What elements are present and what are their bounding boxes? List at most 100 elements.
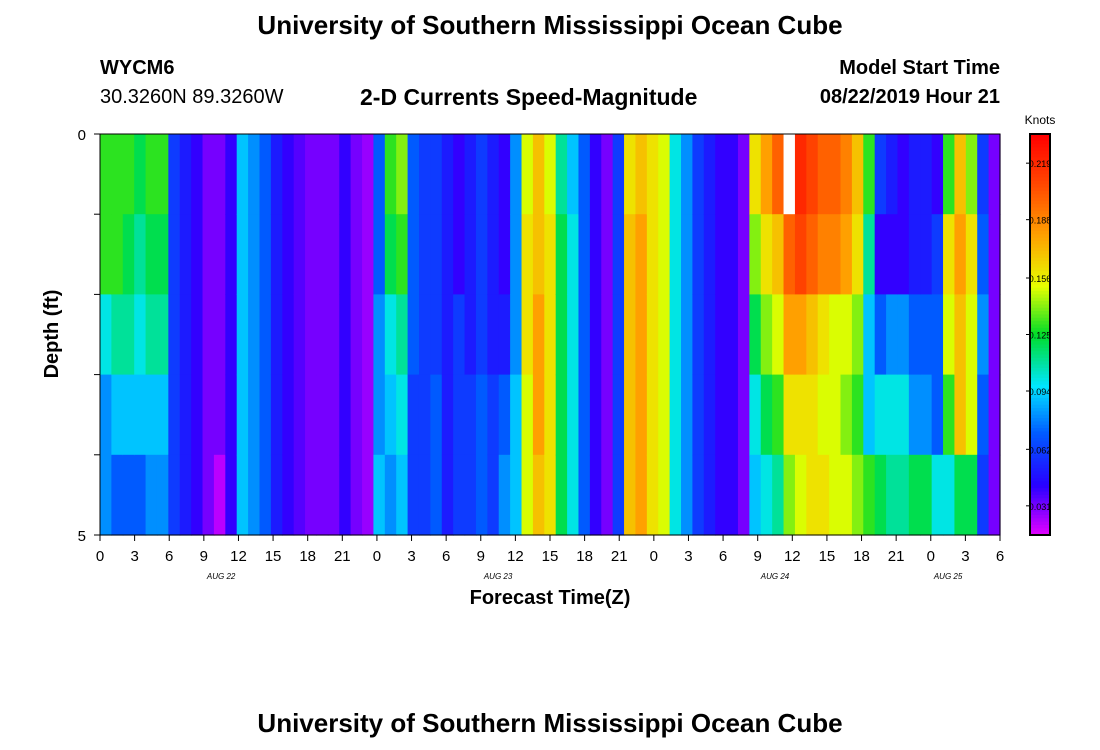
heatmap-cell: [521, 214, 534, 295]
heatmap-cell: [191, 294, 204, 376]
colorbar-segment: [1030, 254, 1050, 259]
colorbar-segment: [1030, 401, 1050, 406]
heatmap-cell: [977, 294, 990, 376]
heatmap-cell: [396, 134, 409, 215]
heatmap-cell: [544, 374, 557, 456]
heatmap-cell: [658, 374, 671, 456]
heatmap-cell: [225, 214, 238, 295]
y-axis-label: Depth (ft): [41, 290, 63, 379]
heatmap-cell: [168, 294, 181, 376]
heatmap-cell: [430, 454, 443, 536]
heatmap-cell: [464, 134, 477, 215]
heatmap-cell: [646, 454, 659, 536]
heatmap-cell: [965, 134, 978, 215]
colorbar-segment: [1030, 491, 1050, 496]
heatmap-cell: [156, 134, 169, 215]
colorbar-segment: [1030, 498, 1050, 503]
heatmap-cell: [555, 454, 568, 536]
heatmap-cell: [122, 214, 135, 295]
heatmap-cell: [840, 454, 853, 536]
colorbar-segment: [1030, 140, 1050, 145]
heatmap-cell: [100, 294, 112, 376]
colorbar-segment: [1030, 314, 1050, 319]
colorbar-segment: [1030, 167, 1050, 172]
heatmap-cell: [384, 214, 397, 295]
heatmap-cell: [794, 214, 807, 295]
heatmap-cell: [943, 374, 956, 456]
colorbar-segment: [1030, 180, 1050, 185]
heatmap-cell: [464, 214, 477, 295]
colorbar-segment: [1030, 297, 1050, 302]
heatmap-cell: [441, 374, 454, 456]
heatmap-cell: [612, 374, 625, 456]
colorbar-segment: [1030, 361, 1050, 366]
heatmap-cell: [931, 294, 944, 376]
heatmap-cell: [350, 374, 363, 456]
colorbar-segment: [1030, 244, 1050, 249]
model-start-label: Model Start Time: [839, 57, 1000, 79]
heatmap-cell: [829, 294, 842, 376]
heatmap-cell: [646, 294, 659, 376]
colorbar-segment: [1030, 214, 1050, 219]
heatmap-cell: [863, 374, 876, 456]
x-tick-label: 21: [888, 548, 905, 565]
colorbar-segment: [1030, 514, 1050, 519]
heatmap-cell: [851, 134, 864, 215]
colorbar-segment: [1030, 374, 1050, 379]
colorbar-segment: [1030, 134, 1050, 138]
heatmap-cell: [396, 214, 409, 295]
heatmap-cell: [373, 134, 386, 215]
heatmap-cell: [327, 214, 340, 295]
heatmap-cell: [874, 294, 887, 376]
heatmap-cell: [760, 374, 773, 456]
colorbar-segment: [1030, 441, 1050, 446]
heatmap-cell: [418, 374, 431, 456]
colorbar-segment: [1030, 418, 1050, 422]
x-tick-label: 12: [784, 548, 801, 565]
colorbar-segment: [1030, 371, 1050, 376]
heatmap-cell: [316, 134, 329, 215]
heatmap-cell: [487, 374, 500, 456]
x-tick-label: 12: [230, 548, 247, 565]
colorbar-segment: [1030, 421, 1050, 426]
heatmap-cell: [293, 214, 306, 295]
heatmap-cell: [567, 454, 580, 536]
colorbar-segment: [1030, 227, 1050, 232]
heatmap-cell: [156, 374, 169, 456]
heatmap-cell: [589, 374, 602, 456]
heatmap-cell: [100, 134, 112, 215]
x-axis-label: Forecast Time(Z): [470, 587, 631, 609]
heatmap-cell: [749, 134, 762, 215]
colorbar-segment: [1030, 521, 1050, 526]
heatmap-cell: [669, 374, 682, 456]
heatmap-cell: [225, 374, 238, 456]
heatmap-cell: [179, 294, 192, 376]
heatmap-cell: [100, 214, 112, 295]
heatmap-cell: [236, 134, 249, 215]
colorbar-tick-label: 0.219: [1029, 159, 1052, 169]
heatmap-cell: [897, 214, 910, 295]
heatmap-cell: [783, 454, 796, 536]
heatmap-cell: [248, 374, 261, 456]
heatmap-cell: [191, 454, 204, 536]
heatmap-cell: [589, 454, 602, 536]
heatmap-cell: [179, 214, 192, 295]
heatmap-cell: [236, 454, 249, 536]
heatmap-cell: [840, 134, 853, 215]
heatmap-cell: [327, 294, 340, 376]
colorbar-segment: [1030, 250, 1050, 255]
heatmap-cell: [772, 374, 785, 456]
heatmap-cell: [225, 134, 238, 215]
heatmap-cell: [270, 214, 283, 295]
heatmap-cell: [726, 134, 739, 215]
heatmap-cell: [943, 454, 956, 536]
colorbar-segment: [1030, 377, 1050, 382]
heatmap-cell: [111, 454, 124, 536]
x-tick-label: 0: [96, 548, 104, 565]
heatmap-cell: [248, 134, 261, 215]
colorbar-segment: [1030, 424, 1050, 429]
colorbar-segment: [1030, 284, 1050, 289]
colorbar-segment: [1030, 174, 1050, 179]
heatmap-cell: [749, 454, 762, 536]
heatmap-cell: [737, 134, 750, 215]
